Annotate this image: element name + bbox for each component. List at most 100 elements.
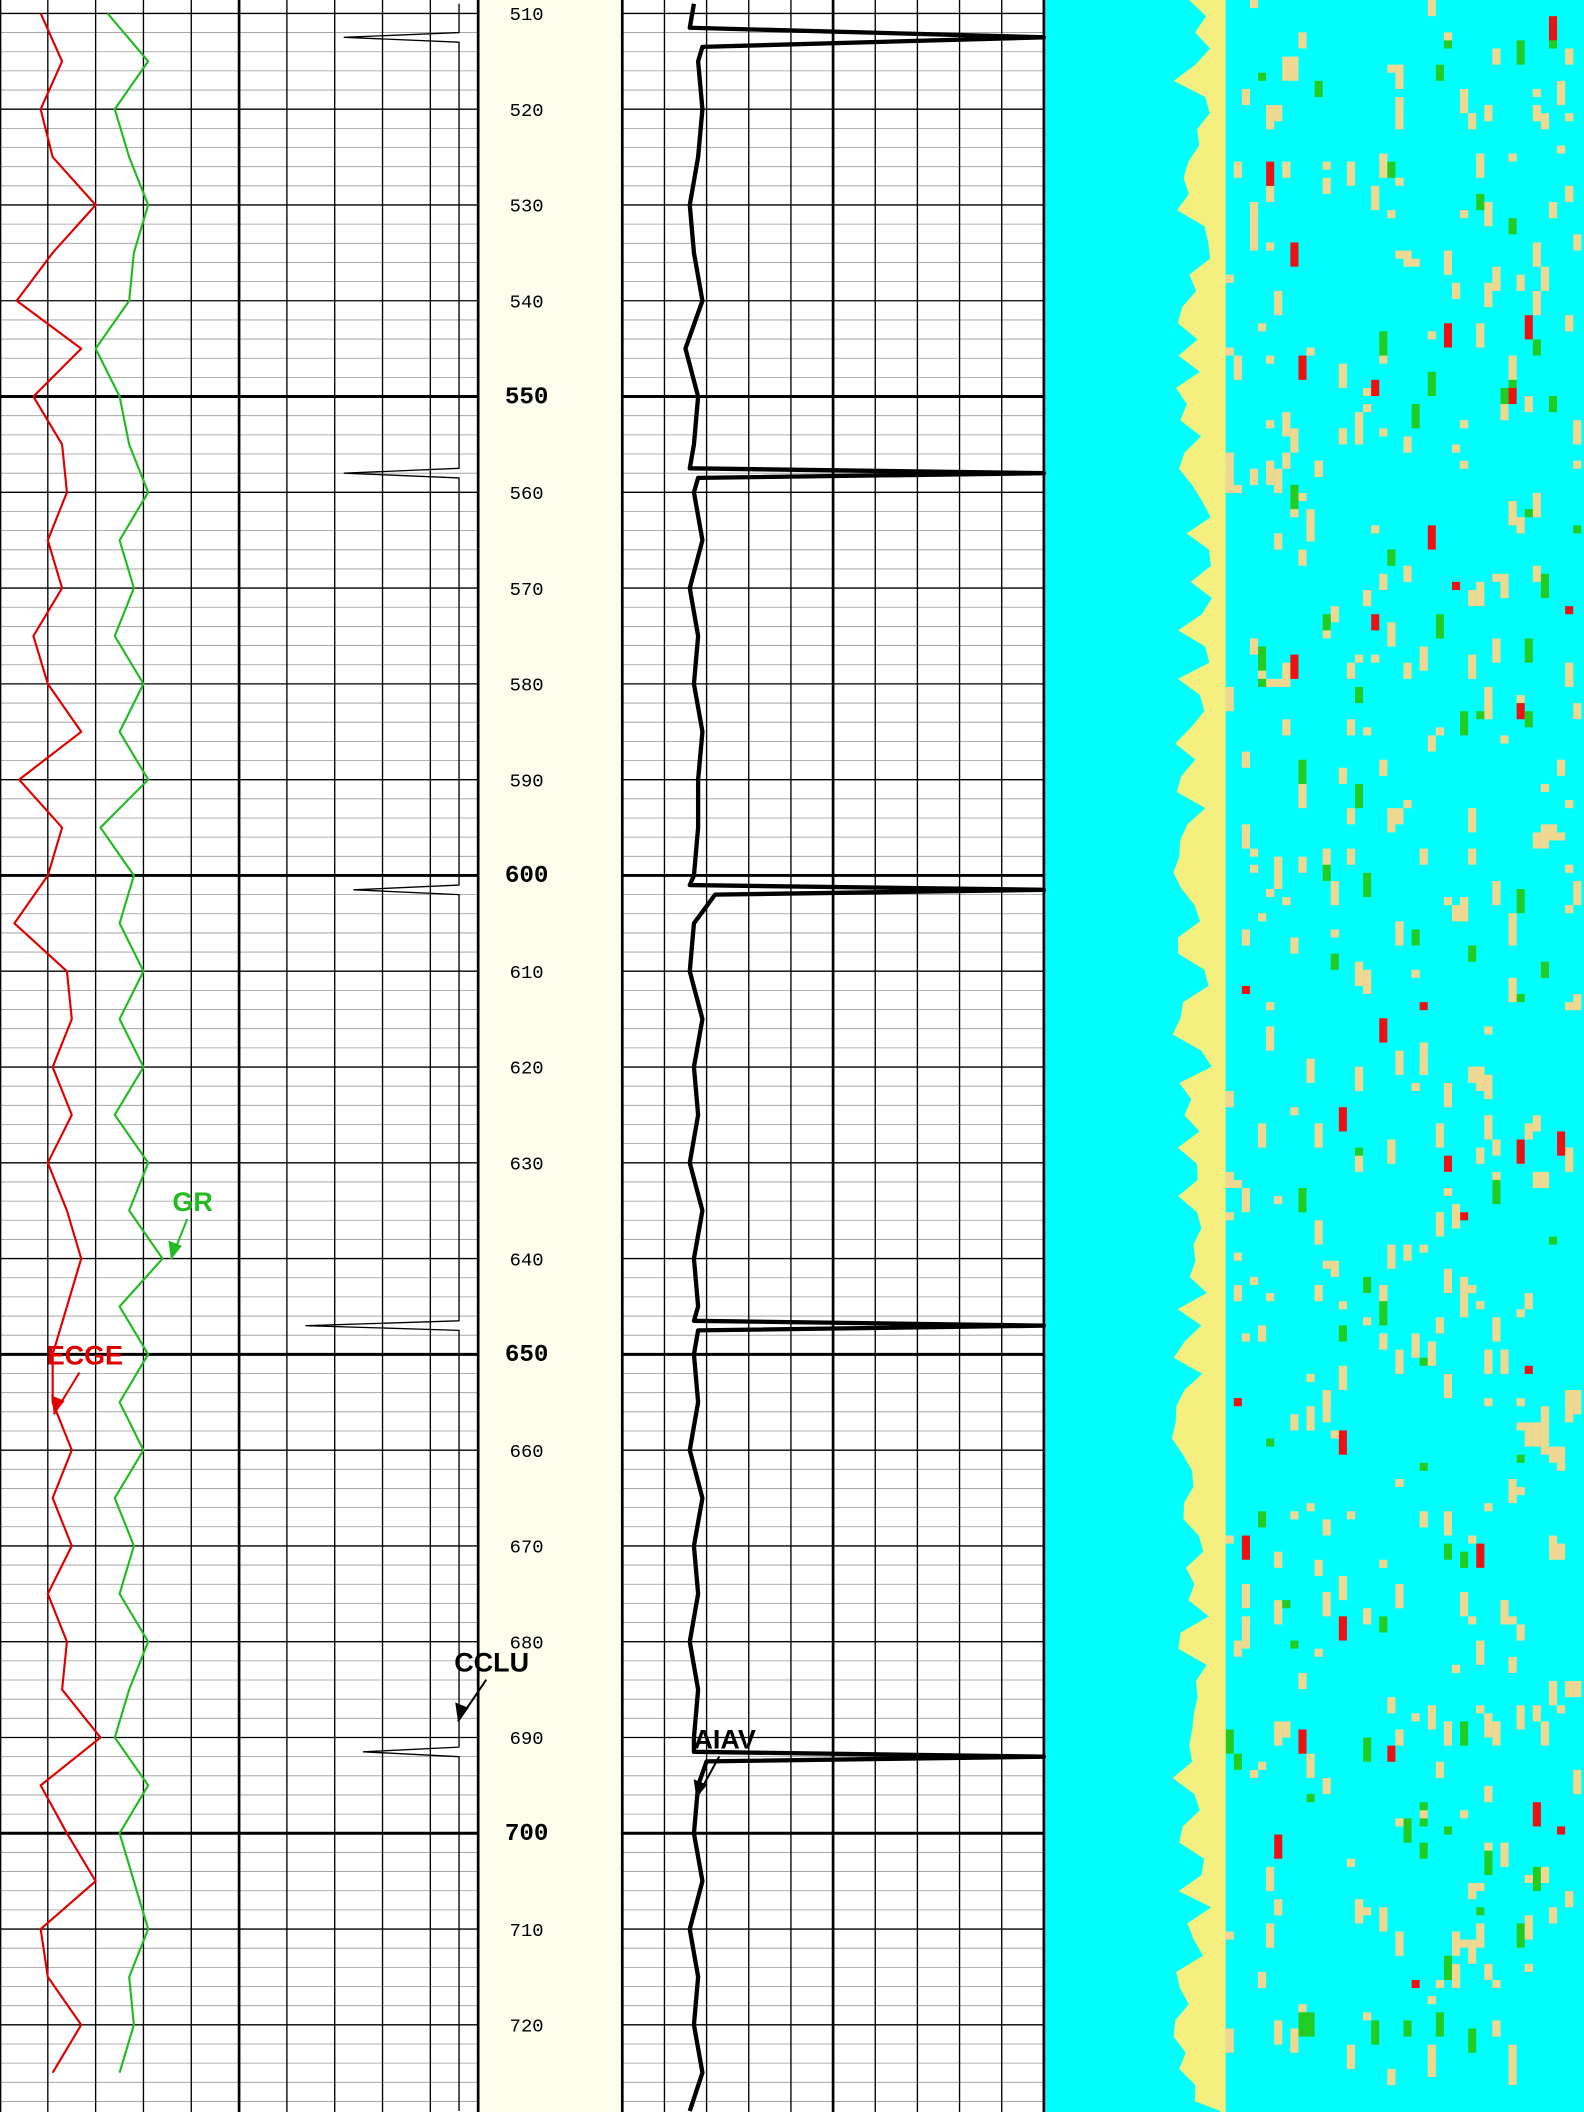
depth-label: 540 (510, 291, 544, 313)
image-patch (1338, 767, 1347, 784)
image-patch (1508, 355, 1517, 380)
image-patch (1355, 961, 1364, 986)
image-patch (1476, 153, 1485, 178)
image-patch (1508, 2068, 1517, 2086)
image-patch (1371, 185, 1380, 211)
image-patch (1443, 1543, 1452, 1560)
image-patch (1395, 1584, 1404, 1609)
image-patch (1419, 1511, 1428, 1528)
image-patch (1258, 646, 1267, 671)
label-arrowhead (455, 1702, 469, 1722)
image-patch (1468, 1883, 1477, 1892)
image-patch (1274, 290, 1283, 316)
image-patch (1508, 387, 1517, 405)
label-arrowhead (168, 1240, 182, 1260)
image-patch (1548, 1236, 1558, 1245)
image-patch (1298, 492, 1307, 502)
image-patch (1249, 0, 1259, 9)
image-patch (1484, 1074, 1493, 1100)
depth-label: 630 (510, 1154, 544, 1176)
image-patch (1322, 177, 1331, 194)
image-patch (1274, 1196, 1283, 1205)
image-patch (1565, 606, 1574, 615)
image-patch (1565, 1891, 1574, 1908)
image-patch (1484, 1713, 1493, 1738)
image-patch (1298, 355, 1307, 380)
image-patch (1468, 2028, 1477, 2053)
image-patch (1548, 16, 1558, 41)
image-patch (1355, 1899, 1364, 1924)
image-patch (1314, 1123, 1323, 1148)
image-patch (1306, 517, 1315, 542)
image-patch (1492, 1179, 1501, 1205)
image-patch (1573, 1390, 1582, 1415)
image-patch (1573, 1680, 1582, 1698)
image-patch (1452, 1931, 1461, 1956)
image-patch (1290, 2028, 1299, 2053)
image-patch (1290, 1511, 1299, 1520)
image-patch (1508, 1478, 1517, 1504)
image-patch (1557, 1705, 1566, 1714)
image-patch (1516, 1139, 1525, 1164)
image-patch (1379, 428, 1388, 437)
image-patch (1363, 1737, 1372, 1762)
image-patch (1419, 1042, 1428, 1059)
image-patch (1387, 161, 1396, 178)
image-patch (1306, 1373, 1315, 1382)
image-patch (1274, 1551, 1283, 1568)
image-patch (1524, 1422, 1533, 1431)
image-patch (1557, 1543, 1566, 1560)
image-patch (1460, 1810, 1469, 1819)
image-patch (1460, 210, 1469, 219)
image-patch (1330, 929, 1339, 938)
image-patch (1540, 113, 1549, 130)
depth-label: 510 (510, 4, 544, 26)
depth-label: 720 (510, 2016, 544, 2038)
depth-track (478, 0, 623, 2112)
image-patch (1548, 40, 1558, 49)
image-patch (1338, 1365, 1347, 1391)
image-patch (1443, 1955, 1452, 1980)
image-patch (1274, 105, 1283, 122)
image-patch (1443, 1155, 1452, 1172)
image-patch (1346, 1858, 1356, 1867)
image-patch (1516, 703, 1525, 720)
image-patch (1476, 1705, 1485, 1714)
image-patch (1557, 1462, 1566, 1471)
image-patch (1500, 1600, 1509, 1625)
image-patch (1419, 1462, 1428, 1471)
image-patch (1282, 452, 1291, 469)
image-patch (1274, 1721, 1283, 1746)
image-patch (1338, 1301, 1347, 1310)
image-patch (1573, 234, 1582, 251)
curve-label: ECGE (47, 1340, 123, 1370)
image-patch (1532, 1171, 1541, 1188)
image-patch (1290, 428, 1299, 453)
image-patch (1403, 2020, 1412, 2037)
image-patch (1379, 331, 1388, 356)
image-patch (1573, 994, 1582, 1011)
image-patch (1565, 1002, 1574, 1011)
image-patch (1443, 897, 1452, 906)
image-patch (1524, 711, 1533, 728)
image-patch (1290, 1640, 1299, 1649)
image-patch (1258, 72, 1267, 81)
image-patch (1524, 1430, 1533, 1447)
image-patch (1540, 266, 1549, 291)
image-patch (1290, 484, 1299, 510)
image-patch (1452, 1204, 1461, 1229)
image-patch (1419, 1357, 1428, 1366)
image-patch (1443, 32, 1452, 41)
image-patch (1379, 1333, 1388, 1350)
image-patch (1476, 323, 1485, 348)
image-patch (1427, 1705, 1436, 1730)
image-patch (1476, 1923, 1485, 1940)
image-patch (1379, 1559, 1388, 1568)
image-patch (1306, 1794, 1315, 1803)
image-patch (1322, 1390, 1331, 1407)
image-patch (1233, 1640, 1242, 1657)
image-patch (1346, 808, 1356, 825)
image-patch (1266, 1002, 1275, 1011)
image-patch (1516, 1487, 1525, 1496)
